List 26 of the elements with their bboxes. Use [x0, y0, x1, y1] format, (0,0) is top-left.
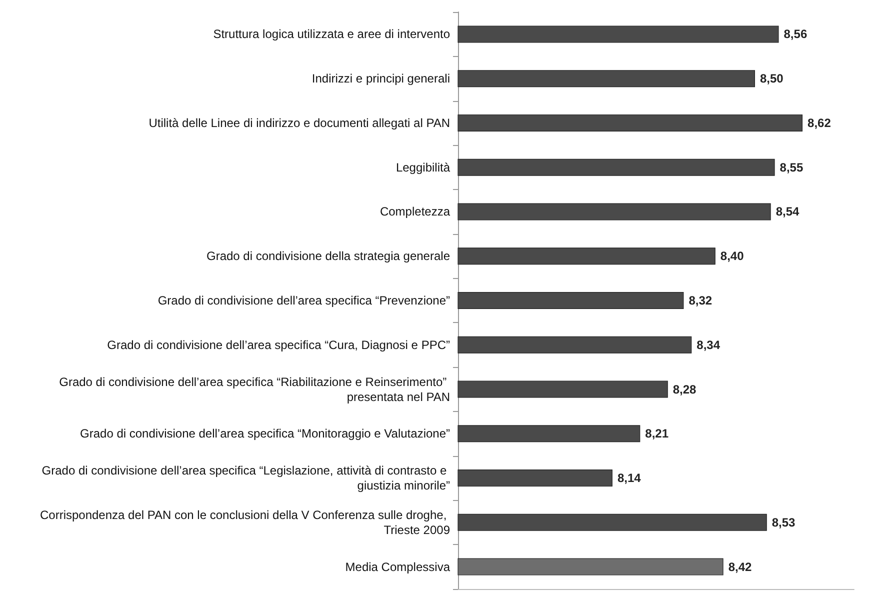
y-tick-label: Utilità delle Linee di indirizzo e documenti allegati al PAN [148, 116, 450, 130]
y-tick-label: Leggibilità [396, 160, 450, 174]
data-label: 8,53 [772, 515, 796, 530]
y-tick-label: Struttura logica utilizzata e aree di intervento [213, 27, 450, 42]
y-tick-label: Grado di condivisione dell’area specifica “Legislazione, attività di contrasto e giustizia minorile” [42, 464, 450, 493]
y-tick-label: Grado di condivisione dell’area specifica “Riabilitazione e Reinserimento” presentata nel PAN [59, 374, 450, 404]
data-label: 8,42 [728, 560, 752, 574]
data-label: 8,54 [776, 204, 800, 219]
data-label: 8,62 [808, 116, 832, 130]
data-label: 8,56 [784, 27, 808, 42]
data-label: 8,55 [780, 160, 804, 174]
data-label: 8,34 [696, 338, 720, 352]
y-tick-label: Corrispondenza del PAN con le conclusioni della V Conferenza sulle droghe, Trieste 2009 [40, 508, 450, 537]
data-label: 8,50 [760, 72, 784, 86]
data-label: 8,21 [645, 426, 669, 441]
y-tick-label: Grado di condivisione dell’area specifica “Prevenzione” [158, 294, 450, 308]
data-label: 8,32 [688, 294, 712, 308]
data-label: 8,28 [672, 382, 697, 396]
y-tick-label: Grado di condivisione dell’area specifica “Cura, Diagnosi e PPC” [107, 338, 450, 352]
data-label: 8,14 [617, 471, 642, 486]
y-tick-label: Grado di condivisione dell’area specifica “Monitoraggio e Valutazione” [80, 426, 450, 441]
data-label: 8,40 [720, 249, 744, 264]
y-tick-label: Indirizzi e principi generali [312, 72, 450, 86]
y-tick-label: Media Complessiva [345, 560, 450, 574]
y-tick-label: Completezza [380, 204, 450, 219]
y-tick-label: Grado di condivisione della strategia generale [206, 249, 450, 264]
